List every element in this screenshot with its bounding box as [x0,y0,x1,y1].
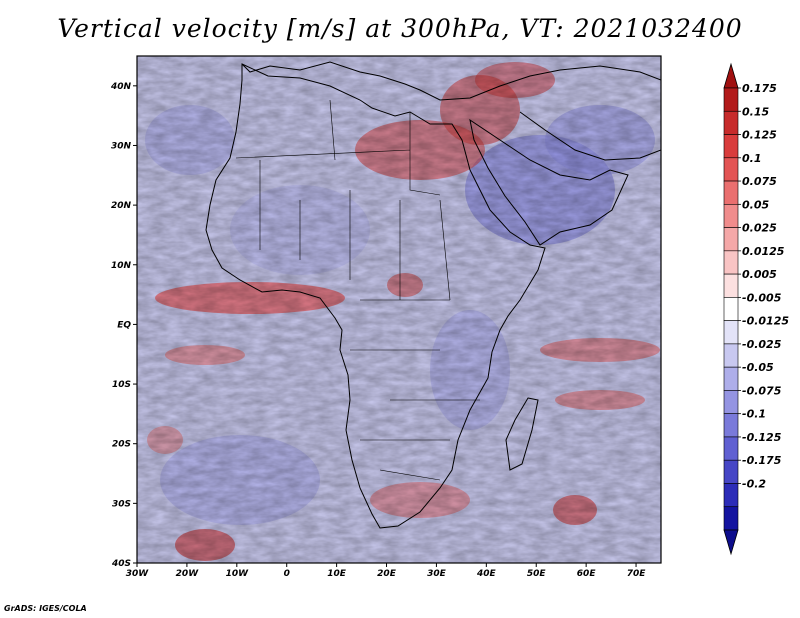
longitude-axis: 30W 20W 10W 0 10E 20E 30E 40E 50E 60E 70E [126,563,646,579]
colorbar-label: 0.05 [742,198,769,211]
coastlines [205,61,661,529]
colorbar-segment [723,436,739,461]
colorbar-max-arrow [723,62,739,89]
map-title: Vertical velocity [m/s] at 300hPa, VT: 2… [57,14,743,43]
lon-tick-label: 20E [377,569,397,579]
colorbar-segment [723,343,739,368]
colorbar-segment [723,413,739,438]
plot-frame [136,55,662,564]
colorbar-label: -0.025 [742,338,782,351]
lon-tick-label: 30E [427,569,447,579]
lat-tick-label: 40N [110,82,132,92]
colorbar-segment [723,273,739,298]
lon-tick-label: 60E [577,569,597,579]
arabia-coastline [469,118,629,246]
colorbar-label: 0.175 [742,82,777,95]
europe-coastline [241,61,661,101]
colorbar-segment [723,180,739,205]
colorbar-label: 0.0125 [742,245,785,258]
colorbar-segment [723,506,739,531]
colorbar-label: 0.075 [742,175,777,188]
colorbar-segment [723,390,739,414]
lat-tick-label: 40S [111,559,131,569]
colorbar: 0.175 0.15 0.125 0.1 0.075 0.05 0.025 0.0125 0.0… [723,62,789,556]
colorbar-segment [723,134,739,159]
africa-coastline [205,63,546,529]
latitude-axis: 40N 30N 20N 10N EQ 10S 20S 30S 40S [110,82,137,569]
lat-tick-label: 20S [112,440,131,450]
colorbar-segment [723,459,739,484]
lon-tick-label: 20W [176,569,200,579]
colorbar-segment [723,297,739,321]
colorbar-segment [723,204,739,228]
colorbar-segment [723,320,739,345]
colorbar-label: -0.075 [742,384,782,397]
colorbar-label: 0.005 [742,268,777,281]
lon-tick-label: 40E [476,569,497,579]
lon-tick-label: 50E [527,569,547,579]
colorbar-segment [723,227,739,252]
colorbar-label: -0.1 [742,408,766,421]
colorbar-label: -0.05 [742,361,774,374]
lat-tick-label: EQ [117,320,131,330]
colorbar-label: -0.175 [742,454,782,467]
grads-credit: GrADS: IGES/COLA [4,604,87,613]
colorbar-label: 0.125 [742,129,777,142]
madagascar-coastline [505,397,539,471]
lon-tick-label: 70E [627,569,647,579]
colorbar-segment [723,483,739,508]
colorbar-segment [723,250,739,275]
lat-tick-label: 20N [111,201,132,211]
colorbar-label: 0.1 [742,152,762,165]
persia-coastline [519,111,661,161]
lon-tick-label: 10W [226,569,250,579]
colorbar-segment [723,366,739,391]
colorbar-min-arrow [723,529,739,556]
lat-tick-label: 10N [111,261,132,271]
borders [235,99,480,481]
colorbar-label: 0.025 [742,222,777,235]
lon-tick-label: 0 [284,569,290,579]
colorbar-segment [723,110,739,135]
colorbar-label: 0.15 [742,105,769,118]
lon-tick-label: 30W [126,569,150,579]
colorbar-segment [723,157,739,182]
lat-tick-label: 10S [112,380,131,390]
velocity-field [137,56,661,563]
colorbar-segment [723,87,739,112]
colorbar-label: -0.005 [742,291,782,304]
lat-tick-label: 30N [111,141,132,151]
lon-tick-label: 10E [327,569,347,579]
lat-tick-label: 30S [112,499,131,509]
colorbar-label: -0.2 [742,477,766,490]
colorbar-label: -0.125 [742,431,782,444]
colorbar-label: -0.0125 [742,315,789,328]
